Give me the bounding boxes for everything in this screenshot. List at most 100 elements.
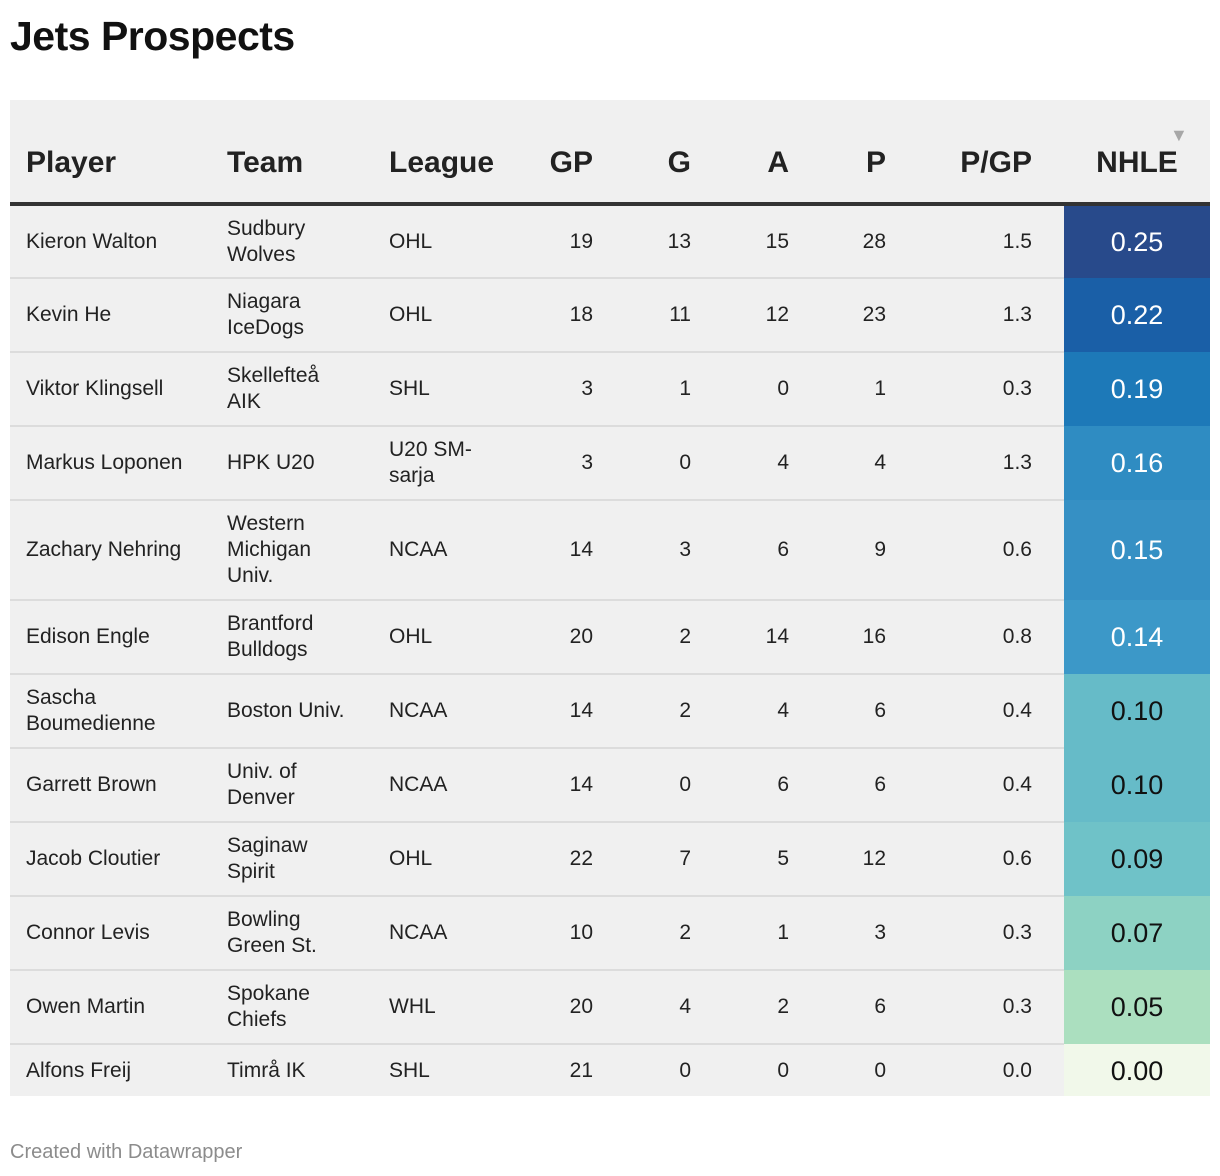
cell-g: 2 bbox=[625, 673, 723, 748]
cell-g: 7 bbox=[625, 821, 723, 896]
column-header-league[interactable]: League bbox=[373, 100, 519, 206]
cell-player: Markus Loponen bbox=[10, 425, 211, 500]
column-header-team[interactable]: Team bbox=[211, 100, 373, 206]
cell-g: 13 bbox=[667, 229, 691, 253]
table-row: Markus Loponen HPK U20 U20 SM-sarja 3 0 4 4 1.3… bbox=[10, 425, 1210, 500]
cell-pgp: 0.6 bbox=[918, 499, 1064, 600]
cell-team: Spokane Chiefs bbox=[211, 969, 373, 1044]
cell-player: Sascha Boumedienne bbox=[10, 673, 211, 748]
cell-player: Zachary Nehring bbox=[10, 499, 211, 600]
cell-a: 4 bbox=[723, 425, 821, 500]
cell-p: 23 bbox=[821, 277, 918, 352]
cell-pgp: 0.6 bbox=[918, 821, 1064, 896]
cell-pgp: 0.8 bbox=[918, 599, 1064, 674]
cell-p: 6 bbox=[821, 747, 918, 822]
column-header-a[interactable]: A bbox=[723, 100, 821, 206]
cell-player: Kevin He bbox=[10, 277, 211, 352]
cell-pgp: 0.4 bbox=[918, 673, 1064, 748]
cell-nhle: 0.19 bbox=[1064, 352, 1210, 426]
table-row: Alfons Freij Timrå IK SHL 21 0 0 0 0.0 0.00 bbox=[10, 1043, 1210, 1096]
cell-league: WHL bbox=[373, 969, 519, 1044]
table-row: Viktor Klingsell Skellefteå AIK SHL 3 1 0 1 0.3… bbox=[10, 351, 1210, 426]
cell-player: Viktor Klingsell bbox=[10, 351, 211, 426]
cell-nhle: 0.15 bbox=[1064, 500, 1210, 600]
cell-nhle: 0.14 bbox=[1064, 600, 1210, 674]
cell-gp: 3 bbox=[519, 351, 625, 426]
column-header-gp[interactable]: GP bbox=[519, 100, 625, 206]
cell-team: Timrå IK bbox=[211, 1043, 373, 1096]
cell-team: Bowling Green St. bbox=[211, 895, 373, 970]
cell-g: 4 bbox=[625, 969, 723, 1044]
chart-title: Jets Prospects bbox=[10, 13, 295, 59]
cell-league: OHL bbox=[389, 229, 433, 253]
prospects-table: Player Team League GP G A P P/GP ▼ NHLE K… bbox=[10, 100, 1210, 1096]
table-row: Connor Levis Bowling Green St. NCAA 10 2 1 3 0.… bbox=[10, 895, 1210, 970]
cell-gp: 18 bbox=[519, 277, 625, 352]
cell-a: 4 bbox=[723, 673, 821, 748]
cell-gp: 14 bbox=[519, 499, 625, 600]
cell-nhle: 0.22 bbox=[1064, 278, 1210, 352]
cell-a: 14 bbox=[723, 599, 821, 674]
column-header-nhle-label: NHLE bbox=[1096, 146, 1178, 179]
cell-a: 6 bbox=[723, 747, 821, 822]
table-row: Sascha Boumedienne Boston Univ. NCAA 14 2 4 6 0… bbox=[10, 673, 1210, 748]
cell-p: 1 bbox=[821, 351, 918, 426]
column-header-nhle[interactable]: ▼ NHLE bbox=[1064, 100, 1210, 206]
cell-p: 3 bbox=[821, 895, 918, 970]
cell-g: 3 bbox=[625, 499, 723, 600]
table-row: Kevin He Niagara IceDogs OHL 18 11 12 23 1.3 0.2… bbox=[10, 277, 1210, 352]
cell-league: SHL bbox=[373, 1043, 519, 1096]
column-header-player[interactable]: Player bbox=[10, 100, 211, 206]
cell-a: 6 bbox=[723, 499, 821, 600]
cell-p: 16 bbox=[821, 599, 918, 674]
table-row: Jacob Cloutier Saginaw Spirit OHL 22 7 5 12 0.6… bbox=[10, 821, 1210, 896]
table-body: Kieron Walton Sudbury Wolves OHL 19 13 15 28 1.… bbox=[10, 204, 1210, 1096]
cell-team: Skellefteå AIK bbox=[211, 351, 373, 426]
column-header-pgp[interactable]: P/GP bbox=[918, 100, 1064, 206]
cell-g: 0 bbox=[625, 425, 723, 500]
cell-nhle: 0.09 bbox=[1064, 822, 1210, 896]
cell-g: 2 bbox=[625, 599, 723, 674]
column-header-p[interactable]: P bbox=[821, 100, 918, 206]
cell-a: 12 bbox=[723, 277, 821, 352]
cell-team: Niagara IceDogs bbox=[211, 277, 373, 352]
cell-a: 15 bbox=[765, 229, 789, 253]
table-row: Garrett Brown Univ. of Denver NCAA 14 0 6 6 0.4… bbox=[10, 747, 1210, 822]
cell-p: 9 bbox=[821, 499, 918, 600]
cell-league: OHL bbox=[373, 821, 519, 896]
cell-player: Jacob Cloutier bbox=[10, 821, 211, 896]
cell-nhle: 0.10 bbox=[1064, 748, 1210, 822]
cell-league: OHL bbox=[373, 277, 519, 352]
cell-pgp: 1.3 bbox=[918, 425, 1064, 500]
table-row: Zachary Nehring Western Michigan Univ. NCA… bbox=[10, 499, 1210, 600]
cell-league: NCAA bbox=[373, 895, 519, 970]
table-row: Kieron Walton Sudbury Wolves OHL 19 13 15 28 1.… bbox=[10, 204, 1210, 278]
cell-nhle: 0.25 bbox=[1064, 204, 1210, 278]
cell-league: SHL bbox=[373, 351, 519, 426]
cell-nhle: 0.07 bbox=[1064, 896, 1210, 970]
cell-g: 2 bbox=[625, 895, 723, 970]
cell-pgp: 0.3 bbox=[918, 351, 1064, 426]
cell-team: HPK U20 bbox=[211, 425, 373, 500]
cell-gp: 3 bbox=[519, 425, 625, 500]
cell-league: NCAA bbox=[373, 673, 519, 748]
cell-pgp: 0.4 bbox=[918, 747, 1064, 822]
table-row: Edison Engle Brantford Bulldogs OHL 20 2 14 16… bbox=[10, 599, 1210, 674]
cell-team: Western Michigan Univ. bbox=[211, 499, 373, 600]
cell-nhle: 0.00 bbox=[1064, 1044, 1210, 1096]
sort-descending-icon[interactable]: ▼ bbox=[1170, 125, 1188, 145]
cell-gp: 14 bbox=[519, 673, 625, 748]
prospects-table-container: Player Team League GP G A P P/GP ▼ NHLE K… bbox=[10, 100, 1210, 1096]
cell-player: Garrett Brown bbox=[10, 747, 211, 822]
cell-player: Alfons Freij bbox=[10, 1043, 211, 1096]
cell-league: OHL bbox=[373, 599, 519, 674]
cell-a: 1 bbox=[723, 895, 821, 970]
column-header-g[interactable]: G bbox=[625, 100, 723, 206]
cell-a: 2 bbox=[723, 969, 821, 1044]
cell-gp: 10 bbox=[519, 895, 625, 970]
cell-p: 0 bbox=[821, 1043, 918, 1096]
cell-a: 0 bbox=[723, 1043, 821, 1096]
cell-p: 28 bbox=[862, 229, 886, 253]
cell-nhle: 0.05 bbox=[1064, 970, 1210, 1044]
cell-team: Boston Univ. bbox=[211, 673, 373, 748]
